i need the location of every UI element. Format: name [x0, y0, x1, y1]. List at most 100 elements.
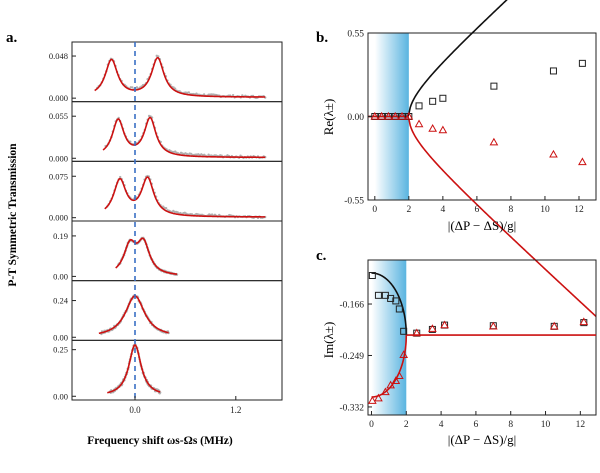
panel-a-label: a.: [6, 30, 18, 46]
x-tick-label: 1.2: [230, 405, 241, 415]
triangle-marker: [390, 111, 400, 120]
fit-curve: [104, 176, 266, 218]
data-point: [231, 94, 235, 97]
triangle-marker: [386, 380, 395, 389]
square-marker: [368, 272, 376, 279]
x-tick-label: 4: [440, 205, 445, 215]
x-tick-label: 8: [508, 420, 513, 430]
triangle-marker: [549, 149, 558, 158]
y-tick-label: 0.048: [49, 51, 68, 61]
subpanel-frame: [71, 220, 283, 282]
square-marker: [374, 291, 382, 299]
fit-curve: [102, 116, 266, 159]
spectrum-subpanel: 0.00 0.24: [53, 280, 283, 342]
triangle-marker: [414, 119, 424, 128]
x-tick-label: 2: [406, 205, 411, 215]
square-marker: [490, 82, 498, 90]
data-point: [131, 86, 134, 89]
triangle-marker: [488, 321, 498, 330]
y-tick-label: -0.55: [344, 197, 364, 207]
triangle-marker: [578, 157, 587, 166]
panel-b: b. -0.550.000.550 2 4 6 8 10 12 |(ΔP − ΔS)/g| …: [316, 0, 597, 317]
y-tick-label: 0.24: [53, 296, 69, 306]
x-tick-label: 6: [474, 420, 479, 430]
fit-curve: [98, 295, 169, 335]
y-tick-label: -0.249: [339, 352, 364, 362]
triangle-marker: [489, 137, 499, 146]
data-point: [119, 175, 122, 179]
triangle-marker: [374, 393, 383, 402]
y-tick-label: 0.00: [53, 332, 68, 342]
fit-curve: [107, 344, 161, 394]
square-marker: [428, 325, 436, 333]
square-marker: [429, 97, 437, 105]
panel-a: a. 0.000 0.048 0.000 0.055 0.000 0.075 0.00 0.1…: [6, 30, 283, 447]
x-tick-label: 0.0: [129, 405, 141, 415]
fit-curve: [94, 56, 266, 98]
y-tick-label: 0.25: [53, 345, 68, 355]
y-tick-label: 0.19: [53, 231, 68, 241]
panel-a-xlabel: Frequency shift ωs-Ωs (MHz): [87, 435, 233, 447]
spectrum-subpanel: 0.00 0.19: [53, 220, 283, 282]
panel-b-label: b.: [316, 30, 328, 46]
x-tick-label: 10: [541, 420, 551, 430]
panel-c-xlabel: |(ΔP − ΔS)/g|: [448, 432, 517, 447]
data-point: [202, 93, 206, 96]
triangle-marker: [394, 371, 404, 380]
series-triangle: [367, 317, 589, 404]
panel-c: c. -0.166 -0.249 -0.332 0 2 4 6 8 10 12 |(ΔP − ΔS…: [316, 248, 597, 447]
square-marker: [387, 294, 395, 302]
square-marker: [400, 327, 408, 335]
x-tick-label: 12: [576, 420, 586, 430]
x-tick-label: 2: [404, 420, 409, 430]
x-tick-label: 10: [540, 205, 550, 215]
panel-a-ylabel: P-T Symmetric Transmission: [7, 143, 19, 287]
triangle-marker: [381, 387, 390, 396]
spectrum-subpanel: 0.00 0.25: [53, 339, 283, 401]
triangle-marker: [428, 324, 437, 332]
triangle-marker: [404, 111, 414, 120]
data-points: [106, 174, 267, 220]
data-points: [117, 236, 179, 276]
y-tick-label: 0.00: [347, 113, 364, 123]
square-marker: [392, 297, 400, 305]
square-marker: [578, 59, 586, 67]
y-tick-label: 0.075: [49, 171, 68, 181]
square-marker: [415, 102, 423, 110]
square-marker: [439, 94, 447, 102]
y-tick-label: 0.000: [49, 213, 68, 223]
x-tick-label: 12: [574, 205, 584, 215]
triangle-marker: [412, 328, 422, 337]
y-tick-label: -0.332: [339, 403, 364, 413]
triangle-marker: [428, 124, 438, 132]
triangle-marker: [549, 321, 559, 330]
theory-upper-branch: [371, 272, 408, 336]
series-triangle: [370, 111, 587, 166]
triangle-marker: [438, 125, 448, 134]
triangle-marker: [391, 376, 401, 384]
triangle-marker: [579, 317, 589, 326]
spectrum-subpanel: 0.000 0.075: [49, 160, 283, 223]
triangle-marker: [397, 111, 407, 120]
x-tick-label: 4: [439, 420, 444, 430]
triangle-marker: [370, 111, 380, 120]
shaded-region: [371, 260, 407, 415]
subpanel-frame: [71, 41, 283, 103]
square-marker: [549, 67, 557, 75]
triangle-marker: [377, 111, 386, 120]
x-tick-label: 0: [369, 420, 374, 430]
triangle-marker: [367, 396, 377, 404]
spectrum-subpanel: 0.000 0.055: [49, 101, 283, 163]
subpanel-frame: [71, 339, 283, 401]
fit-curve: [115, 237, 178, 275]
y-tick-label: 0.00: [53, 391, 68, 401]
square-marker: [580, 319, 588, 327]
triangle-marker: [384, 111, 393, 120]
y-tick-label: 0.00: [53, 271, 68, 281]
data-point: [187, 91, 191, 94]
x-tick-label: 6: [475, 205, 480, 215]
y-tick-label: 0.055: [49, 111, 68, 121]
panel-b-ylabel: Re(λ±): [321, 99, 336, 136]
panel-c-label: c.: [316, 248, 327, 264]
